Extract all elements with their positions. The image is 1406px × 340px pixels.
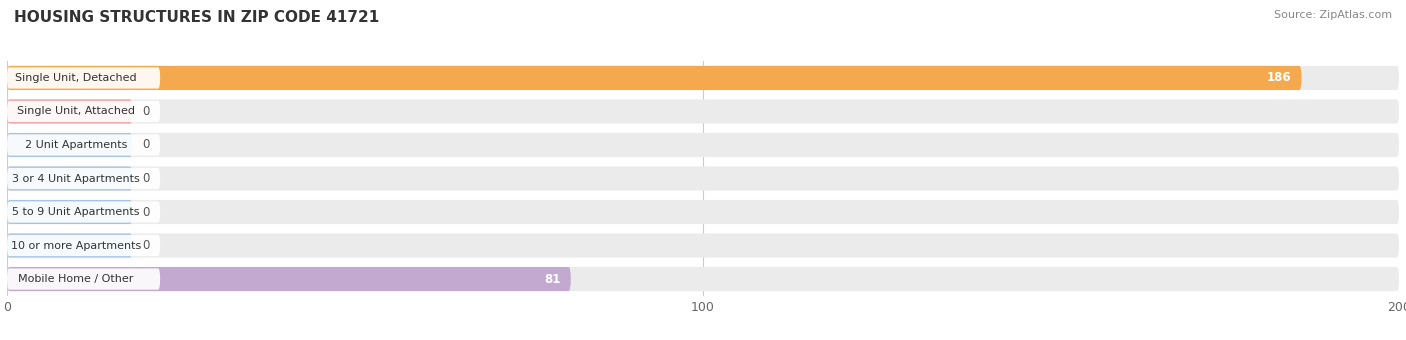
- FancyBboxPatch shape: [7, 268, 160, 290]
- FancyBboxPatch shape: [7, 133, 132, 157]
- FancyBboxPatch shape: [7, 234, 132, 258]
- FancyBboxPatch shape: [7, 101, 160, 122]
- Text: Single Unit, Detached: Single Unit, Detached: [15, 73, 136, 83]
- FancyBboxPatch shape: [7, 200, 1399, 224]
- FancyBboxPatch shape: [7, 200, 132, 224]
- Text: 2 Unit Apartments: 2 Unit Apartments: [25, 140, 127, 150]
- FancyBboxPatch shape: [7, 66, 1302, 90]
- Text: Single Unit, Attached: Single Unit, Attached: [17, 106, 135, 117]
- FancyBboxPatch shape: [7, 267, 1399, 291]
- Text: HOUSING STRUCTURES IN ZIP CODE 41721: HOUSING STRUCTURES IN ZIP CODE 41721: [14, 10, 380, 25]
- FancyBboxPatch shape: [7, 133, 1399, 157]
- Text: 0: 0: [143, 105, 150, 118]
- Text: Mobile Home / Other: Mobile Home / Other: [18, 274, 134, 284]
- Text: 3 or 4 Unit Apartments: 3 or 4 Unit Apartments: [13, 173, 139, 184]
- FancyBboxPatch shape: [7, 99, 132, 123]
- FancyBboxPatch shape: [7, 134, 160, 156]
- FancyBboxPatch shape: [7, 66, 1399, 90]
- FancyBboxPatch shape: [7, 167, 1399, 190]
- FancyBboxPatch shape: [7, 235, 160, 256]
- Text: Source: ZipAtlas.com: Source: ZipAtlas.com: [1274, 10, 1392, 20]
- Text: 0: 0: [143, 172, 150, 185]
- FancyBboxPatch shape: [7, 201, 160, 223]
- FancyBboxPatch shape: [7, 99, 1399, 123]
- Text: 81: 81: [544, 273, 561, 286]
- Text: 0: 0: [143, 205, 150, 219]
- Text: 0: 0: [143, 239, 150, 252]
- FancyBboxPatch shape: [7, 167, 132, 190]
- Text: 186: 186: [1267, 71, 1291, 84]
- FancyBboxPatch shape: [7, 234, 1399, 258]
- Text: 0: 0: [143, 138, 150, 152]
- FancyBboxPatch shape: [7, 267, 571, 291]
- FancyBboxPatch shape: [7, 67, 160, 89]
- FancyBboxPatch shape: [7, 168, 160, 189]
- Text: 5 to 9 Unit Apartments: 5 to 9 Unit Apartments: [13, 207, 139, 217]
- Text: 10 or more Apartments: 10 or more Apartments: [11, 240, 141, 251]
